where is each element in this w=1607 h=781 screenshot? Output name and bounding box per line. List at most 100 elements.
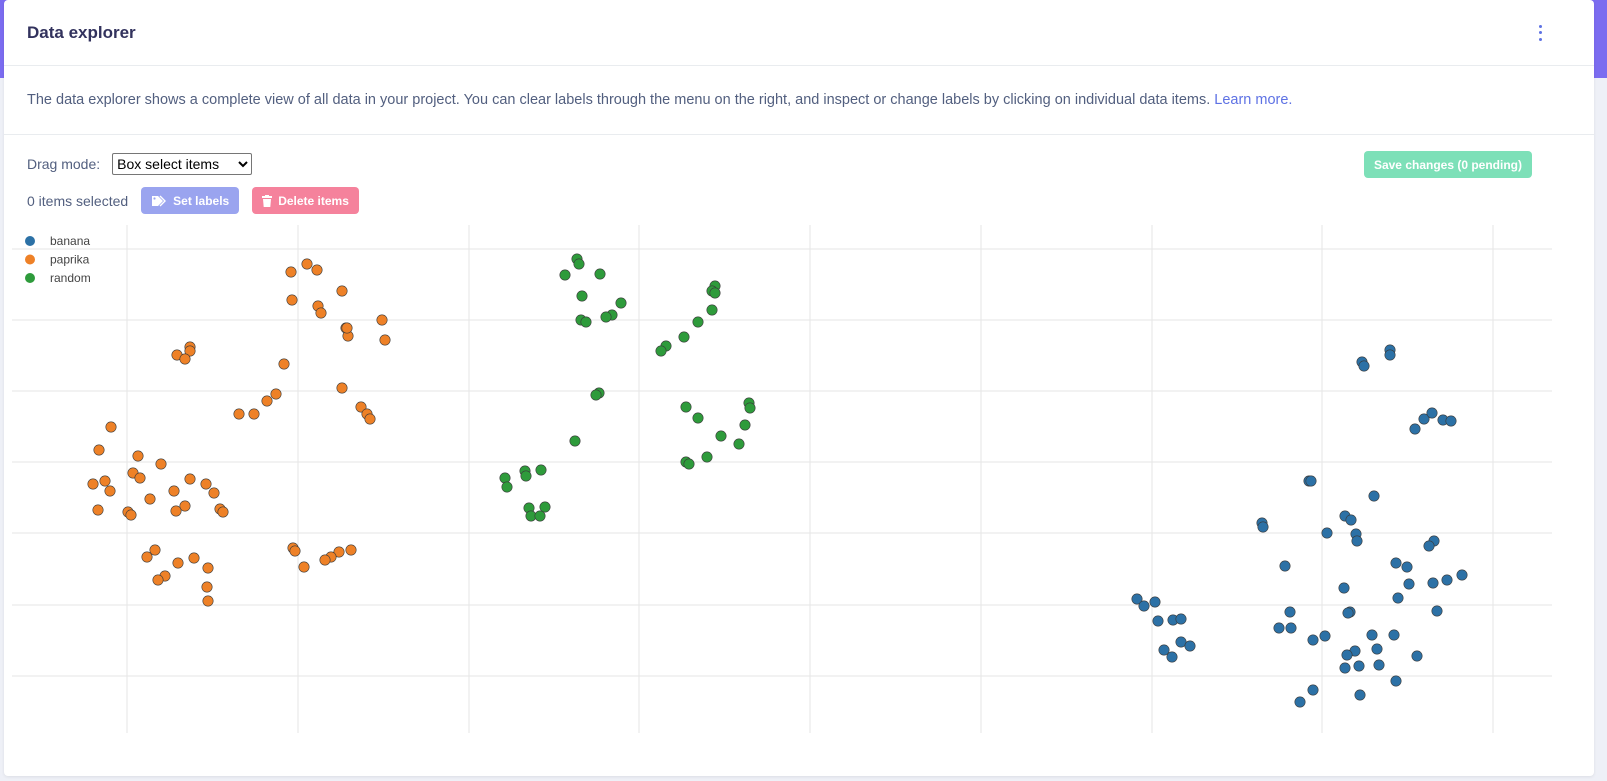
data-point-random[interactable] (520, 470, 532, 482)
data-point-random[interactable] (539, 501, 551, 513)
data-point-random[interactable] (590, 389, 602, 401)
data-point-random[interactable] (744, 402, 756, 414)
data-point-paprika[interactable] (319, 554, 331, 566)
data-point-paprika[interactable] (333, 546, 345, 558)
data-point-banana[interactable] (1307, 634, 1319, 646)
data-point-random[interactable] (706, 304, 718, 316)
data-point-paprika[interactable] (155, 458, 167, 470)
data-point-paprika[interactable] (92, 504, 104, 516)
delete-items-button[interactable]: Delete items (252, 187, 359, 214)
data-point-paprika[interactable] (152, 574, 164, 586)
data-point-random[interactable] (733, 438, 745, 450)
data-point-paprika[interactable] (248, 408, 260, 420)
data-point-paprika[interactable] (93, 444, 105, 456)
data-point-paprika[interactable] (105, 421, 117, 433)
data-point-banana[interactable] (1284, 606, 1296, 618)
data-point-random[interactable] (580, 316, 592, 328)
data-point-paprika[interactable] (188, 552, 200, 564)
data-point-paprika[interactable] (298, 561, 310, 573)
data-point-paprika[interactable] (233, 408, 245, 420)
data-point-random[interactable] (701, 451, 713, 463)
data-point-random[interactable] (534, 510, 546, 522)
data-point-paprika[interactable] (261, 395, 273, 407)
data-point-banana[interactable] (1351, 535, 1363, 547)
data-point-random[interactable] (573, 258, 585, 270)
data-point-paprika[interactable] (355, 401, 367, 413)
data-point-paprika[interactable] (270, 388, 282, 400)
learn-more-link[interactable]: Learn more. (1214, 92, 1293, 108)
data-point-random[interactable] (692, 316, 704, 328)
data-point-paprika[interactable] (200, 478, 212, 490)
data-point-banana[interactable] (1166, 651, 1178, 663)
data-point-paprika[interactable] (278, 358, 290, 370)
data-point-banana[interactable] (1257, 521, 1269, 533)
data-point-paprika[interactable] (172, 557, 184, 569)
data-point-banana[interactable] (1388, 629, 1400, 641)
data-point-random[interactable] (680, 401, 692, 413)
data-point-paprika[interactable] (170, 505, 182, 517)
data-point-random[interactable] (709, 287, 721, 299)
data-point-banana[interactable] (1175, 636, 1187, 648)
drag-mode-select[interactable]: Box select items (112, 153, 253, 175)
data-point-paprika[interactable] (201, 581, 213, 593)
data-point-banana[interactable] (1273, 622, 1285, 634)
data-point-paprika[interactable] (202, 562, 214, 574)
data-point-paprika[interactable] (336, 285, 348, 297)
data-point-banana[interactable] (1390, 675, 1402, 687)
data-point-random[interactable] (715, 430, 727, 442)
data-point-banana[interactable] (1409, 423, 1421, 435)
data-point-banana[interactable] (1366, 629, 1378, 641)
data-point-banana[interactable] (1279, 560, 1291, 572)
data-point-paprika[interactable] (285, 266, 297, 278)
data-point-banana[interactable] (1138, 600, 1150, 612)
data-point-banana[interactable] (1358, 360, 1370, 372)
data-point-banana[interactable] (1175, 613, 1187, 625)
data-point-banana[interactable] (1401, 561, 1413, 573)
data-point-paprika[interactable] (301, 258, 313, 270)
data-point-banana[interactable] (1305, 475, 1317, 487)
data-point-random[interactable] (678, 331, 690, 343)
data-point-banana[interactable] (1403, 578, 1415, 590)
data-point-random[interactable] (692, 412, 704, 424)
data-point-banana[interactable] (1445, 415, 1457, 427)
data-point-banana[interactable] (1319, 630, 1331, 642)
data-point-banana[interactable] (1158, 644, 1170, 656)
data-point-paprika[interactable] (104, 485, 116, 497)
data-point-paprika[interactable] (168, 485, 180, 497)
data-point-banana[interactable] (1426, 407, 1438, 419)
data-point-paprika[interactable] (379, 334, 391, 346)
data-point-random[interactable] (683, 458, 695, 470)
data-point-paprika[interactable] (184, 345, 196, 357)
data-point-random[interactable] (535, 464, 547, 476)
data-point-banana[interactable] (1184, 640, 1196, 652)
data-point-banana[interactable] (1427, 577, 1439, 589)
data-point-paprika[interactable] (144, 493, 156, 505)
data-point-random[interactable] (559, 269, 571, 281)
scatter-svg[interactable]: banana paprika random (12, 225, 1552, 735)
data-point-paprika[interactable] (179, 353, 191, 365)
data-point-banana[interactable] (1354, 689, 1366, 701)
data-point-banana[interactable] (1418, 413, 1430, 425)
data-point-banana[interactable] (1431, 605, 1443, 617)
data-point-banana[interactable] (1456, 569, 1468, 581)
data-point-banana[interactable] (1321, 527, 1333, 539)
data-point-paprika[interactable] (202, 595, 214, 607)
data-point-banana[interactable] (1423, 540, 1435, 552)
data-point-paprika[interactable] (336, 382, 348, 394)
data-point-random[interactable] (615, 297, 627, 309)
data-point-paprika[interactable] (364, 413, 376, 425)
data-point-paprika[interactable] (345, 544, 357, 556)
data-point-paprika[interactable] (125, 509, 137, 521)
data-point-banana[interactable] (1342, 607, 1354, 619)
data-point-banana[interactable] (1131, 593, 1143, 605)
data-point-paprika[interactable] (179, 500, 191, 512)
data-point-banana[interactable] (1411, 650, 1423, 662)
data-point-banana[interactable] (1390, 557, 1402, 569)
data-point-paprika[interactable] (311, 264, 323, 276)
data-point-banana[interactable] (1392, 592, 1404, 604)
data-point-banana[interactable] (1373, 659, 1385, 671)
data-point-banana[interactable] (1345, 514, 1357, 526)
data-point-paprika[interactable] (208, 487, 220, 499)
data-point-random[interactable] (576, 290, 588, 302)
data-point-random[interactable] (594, 268, 606, 280)
